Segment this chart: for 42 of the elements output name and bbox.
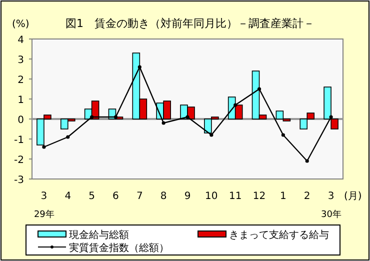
point	[210, 133, 214, 137]
text: 30年	[321, 209, 342, 220]
legend-label: 現金給与総額	[69, 229, 129, 241]
x-tick-label: 4	[64, 191, 72, 202]
point	[66, 135, 70, 139]
y-tick-label: -1	[14, 135, 24, 146]
y-axis-title: (%)	[12, 19, 30, 30]
y-tick-label: 3	[18, 55, 24, 66]
point	[329, 115, 333, 119]
point	[186, 115, 190, 119]
chart-title: 図1 賃金の動き（対前年同月比）－調査産業計－	[66, 17, 314, 30]
y-tick-label: 2	[18, 75, 24, 86]
x-tick-label: 11	[228, 191, 242, 202]
point	[42, 145, 46, 149]
y-tick-label: -2	[14, 155, 24, 166]
legend-label: 実質賃金指数（総額）	[69, 242, 169, 254]
x-tick-label: 2	[304, 191, 310, 202]
x-tick-label: 12	[252, 191, 266, 202]
x-tick-label: 3	[328, 191, 334, 202]
x-tick-label: 10	[205, 191, 218, 202]
point	[114, 115, 118, 119]
point	[90, 115, 94, 119]
x-tick-label: 6	[112, 191, 119, 202]
x-tick-label: 3	[40, 191, 48, 202]
x-tick-label: 5	[88, 191, 95, 202]
text: 29年	[34, 209, 54, 220]
point	[257, 87, 262, 91]
y-tick-label: 0	[18, 115, 24, 126]
y-tick-label: 4	[18, 35, 24, 46]
x-tick-label: 9	[184, 191, 191, 202]
point	[162, 121, 166, 125]
point	[138, 65, 142, 69]
legend-label: きまって支給する給与	[229, 229, 329, 241]
point	[305, 159, 309, 163]
point	[281, 133, 285, 137]
point	[234, 103, 238, 107]
y-tick-label: 1	[18, 95, 24, 106]
y-tick-label: -3	[14, 175, 24, 186]
x-tick-label: 8	[160, 191, 167, 202]
x-tick-label: 1	[280, 191, 286, 202]
x-axis-title: (月)	[344, 191, 362, 202]
x-tick-label: 7	[136, 191, 143, 202]
